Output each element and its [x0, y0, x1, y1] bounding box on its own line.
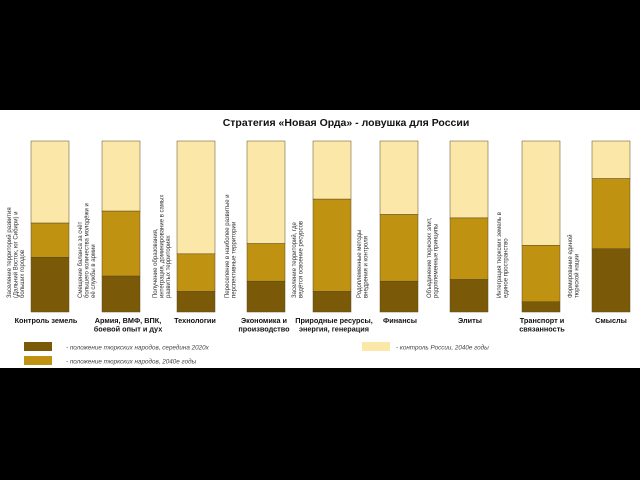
category-label-line: Экономика и	[241, 316, 287, 325]
annotation-line: внедрения и контроля	[364, 236, 370, 298]
category-label-line: боевой опыт и дух	[94, 325, 163, 334]
annotation-line: Родоплеменные методы	[357, 230, 363, 298]
legend-swatch-mid	[24, 356, 52, 365]
annotation-line: Заселение территорий, где	[291, 222, 298, 298]
bar-segment-light-7	[521, 140, 561, 246]
bar-segment-dark-2	[176, 291, 216, 313]
category-label-line: Финансы	[383, 316, 417, 325]
category-label-6: Элиты	[458, 316, 482, 325]
annotation-line: Смещение баланса за счёт	[78, 221, 84, 298]
bar-segment-mid-1	[101, 210, 141, 277]
bar-segment-dark-5	[379, 280, 419, 313]
bar-segment-dark-7	[521, 301, 561, 313]
annotation-line: Переселение в наиболее развитые и	[225, 194, 231, 298]
bar-segment-mid-2	[176, 253, 216, 292]
category-label-line: энергия, генерация	[299, 325, 369, 334]
category-label-line: Природные ресурсы,	[295, 316, 373, 325]
category-label-3: Экономика и производство	[238, 316, 290, 334]
annotation-text-3: Переселение в наиболее развитые иперспек…	[225, 194, 238, 298]
bar-segment-mid-8	[591, 178, 631, 249]
bar-segment-mid-7	[521, 245, 561, 302]
annotation-line: больших городов	[20, 250, 26, 298]
annotation-line: Интеграция тюркских земель в	[497, 212, 503, 298]
bar-segment-dark-0	[30, 257, 70, 313]
bar-segment-mid-4	[312, 198, 352, 292]
bar-segment-light-0	[30, 140, 70, 224]
category-label-line: Армия, ВМФ, ВПК,	[95, 316, 161, 325]
legend-swatch-light	[362, 342, 390, 351]
bar-segment-dark-1	[101, 275, 141, 313]
annotations-group: Заселение территорий развития(Дальний Во…	[6, 194, 581, 298]
category-label-line: Технологии	[174, 316, 216, 325]
bar-segment-mid-3	[246, 243, 286, 282]
bar-segment-dark-4	[312, 291, 352, 313]
category-labels-group: Контроль земель Армия, ВМФ, ВПК, боевой оп…	[15, 316, 627, 334]
category-label-line: Транспорт и	[520, 316, 564, 325]
annotation-line: единое пространство	[504, 238, 510, 298]
annotation-line: родоплеменные принципы	[434, 224, 440, 298]
stacked-bar-chart: Стратегия «Новая Орда» - ловушка для Рос…	[6, 117, 631, 366]
category-label-line: производство	[238, 325, 290, 334]
annotation-line: развитых территориях	[166, 235, 172, 298]
bar-segment-light-6	[449, 140, 489, 219]
category-label-line: Контроль земель	[15, 316, 78, 325]
annotation-text-2: Получение образования,интеграция, домини…	[153, 195, 172, 298]
bar-segment-mid-0	[30, 222, 70, 258]
annotation-line: Объединение тюркских элит,	[427, 217, 433, 298]
bar-segment-light-1	[101, 140, 141, 212]
bar-segment-light-4	[312, 140, 352, 200]
legend-label-mid: - положение тюркских народов, 2040е годы	[66, 358, 197, 366]
annotation-line: перспективные территории	[232, 222, 238, 298]
bar-segment-dark-8	[591, 248, 631, 313]
annotation-text-5: Родоплеменные методывнедрения и контроля	[357, 230, 370, 298]
annotation-text-4: Заселение территорий, гдеведётся освоени…	[291, 221, 305, 298]
bar-segment-dark-3	[246, 280, 286, 313]
annotation-text-6: Объединение тюркских элит,родоплеменные …	[427, 217, 440, 298]
category-label-4: Природные ресурсы, энергия, генерация	[295, 316, 373, 334]
category-label-1: Армия, ВМФ, ВПК, боевой опыт и дух	[94, 316, 163, 334]
annotation-line: (Дальний Восток, юг Сибири) и	[13, 211, 20, 298]
bar-segment-light-3	[246, 140, 286, 244]
bar-segment-light-5	[379, 140, 419, 215]
annotation-line: Заселение территорий развития	[6, 207, 13, 298]
annotation-line: её службы в армии	[91, 244, 97, 298]
category-label-7: Транспорт и связанность	[519, 316, 565, 334]
category-label-8: Смыслы	[595, 316, 627, 325]
category-label-0: Контроль земель	[15, 316, 78, 325]
annotation-text-0: Заселение территорий развития(Дальний Во…	[6, 207, 26, 298]
bars-group	[30, 140, 631, 313]
legend-swatch-dark	[24, 342, 52, 351]
legend-label-light: - контроль России, 2040е годы	[396, 344, 489, 352]
annotation-line: Получение образования,	[153, 228, 159, 298]
category-label-2: Технологии	[174, 316, 216, 325]
category-label-5: Финансы	[383, 316, 417, 325]
legend: - положение тюркских народов, середина 2…	[24, 342, 489, 366]
legend-label-dark: - положение тюркских народов, середина 2…	[66, 344, 210, 352]
chart-title: Стратегия «Новая Орда» - ловушка для Рос…	[223, 117, 470, 129]
bar-segment-light-8	[591, 140, 631, 179]
annotation-line: ведётся освоение ресурсов	[299, 221, 305, 298]
annotation-line: тюркской нации	[574, 254, 581, 298]
bar-segment-light-2	[176, 140, 216, 255]
category-label-line: Смыслы	[595, 316, 627, 325]
annotation-text-1: Смещение баланса за счётбольшего количес…	[78, 203, 97, 298]
annotation-text-8: Формирование единойтюркской нации	[567, 234, 581, 298]
category-label-line: Элиты	[458, 316, 482, 325]
bar-segment-mid-6	[449, 217, 489, 280]
annotation-line: интеграция, доминирование в самых	[160, 195, 166, 298]
bar-segment-mid-5	[379, 214, 419, 282]
annotation-text-7: Интеграция тюркских земель вединое прост…	[497, 212, 510, 298]
category-label-line: связанность	[519, 325, 565, 334]
bar-segment-dark-6	[449, 279, 489, 313]
annotation-line: большего количества молодёжи и	[85, 203, 91, 298]
slide-frame: Стратегия «Новая Орда» - ловушка для Рос…	[0, 110, 640, 368]
annotation-line: Формирование единой	[567, 234, 574, 298]
